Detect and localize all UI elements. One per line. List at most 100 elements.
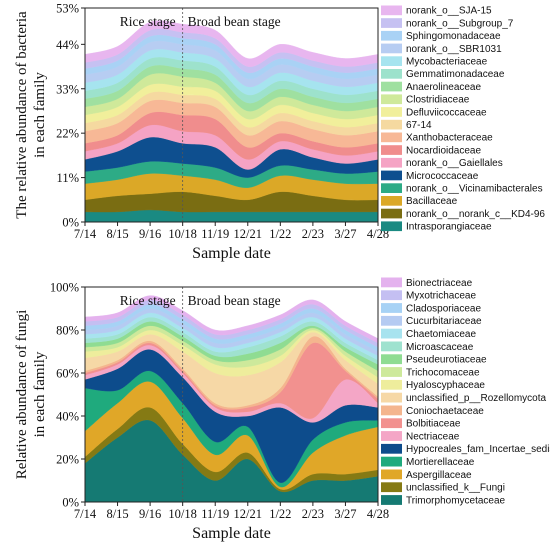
- legend-label: norank_o__norank_c__KD4-96: [406, 209, 545, 220]
- y-axis-label: Relative abundance of fungi in each famil…: [14, 310, 48, 480]
- legend-item: Hypocreales_fam_Incertae_sedis: [381, 443, 550, 455]
- legend-swatch: [381, 482, 402, 493]
- chart-panel-2: Rice stage Broad bean stage 0% 20% 40% 60% 80%…: [14, 277, 550, 542]
- legend-item: Aspergillaceae: [381, 469, 472, 481]
- legend-item: Cladosporiaceae: [381, 303, 481, 314]
- y-tick-label: 40%: [56, 410, 79, 424]
- legend-swatch: [381, 405, 402, 416]
- axes-frame: [84, 286, 379, 503]
- legend-label: norank_o__SBR1031: [406, 44, 502, 55]
- legend-item: Nocardioidaceae: [381, 145, 481, 156]
- x-tick-label: 12/21: [234, 227, 262, 241]
- legend-item: norank_o__SJA-15: [381, 5, 492, 17]
- legend-label: Nocardioidaceae: [406, 145, 481, 156]
- legend-swatch: [381, 183, 402, 193]
- legend-label: Gemmatimonadaceae: [406, 69, 505, 80]
- legend-swatch: [381, 303, 402, 313]
- legend-label: Anaerolineaceae: [406, 82, 481, 93]
- legend-swatch: [381, 328, 402, 339]
- legend-swatch: [381, 392, 402, 403]
- x-tick-label: 1/22: [269, 507, 291, 521]
- x-tick-label: 12/21: [234, 507, 262, 521]
- legend-item: Trimorphomycetaceae: [381, 495, 506, 506]
- legend-label: Cucurbitariaceae: [406, 316, 482, 327]
- legend-swatch: [381, 469, 402, 480]
- legend-label: Pseudeurotiaceae: [406, 355, 487, 366]
- y-tick-label: 20%: [56, 453, 79, 467]
- chart-panel-1: Rice stage Broad bean stage 0% 11% 22% 33% 44%…: [14, 2, 545, 263]
- legend-item: Bionectriaceae: [381, 277, 473, 289]
- legend-item: Bacillaceae: [381, 196, 458, 207]
- legend-swatch: [381, 221, 402, 232]
- legend-item: Mortierellaceae: [381, 456, 475, 468]
- legend-swatch: [381, 94, 402, 105]
- legend-item: norank_o__Gaiellales: [381, 157, 503, 169]
- legend-item: 67-14: [381, 119, 432, 131]
- x-tick-label: 1/22: [269, 227, 291, 241]
- x-tick-label: 8/15: [106, 507, 128, 521]
- legend-item: Anaerolineaceae: [381, 81, 481, 93]
- y-tick-label: 53%: [56, 2, 79, 16]
- legend-swatch: [381, 495, 402, 505]
- legend-label: Trichocomaceae: [406, 367, 480, 378]
- legend-swatch: [381, 81, 402, 92]
- legend-item: norank_o__norank_c__KD4-96: [381, 208, 545, 220]
- legend-label: Coniochaetaceae: [406, 406, 484, 417]
- stage-label-rice: Rice stage: [120, 14, 176, 29]
- legend-label: norank_o__SJA-15: [406, 6, 492, 17]
- x-tick-label: 3/27: [334, 507, 356, 521]
- y-tick-label: 0%: [62, 216, 79, 230]
- x-tick-label: 10/18: [168, 227, 196, 241]
- legend-item: Microascaceae: [381, 341, 474, 353]
- legend-label: Bionectriaceae: [406, 278, 473, 289]
- legend-label: 67-14: [406, 120, 432, 131]
- legend-swatch: [381, 145, 402, 155]
- x-tick-label: 2/23: [302, 227, 324, 241]
- legend-swatch: [381, 69, 402, 79]
- legend-label: Intrasporangiaceae: [406, 222, 492, 233]
- legend-swatch: [381, 418, 402, 429]
- legend-swatch: [381, 431, 402, 441]
- legend-item: Hyaloscyphaceae: [381, 379, 485, 391]
- x-tick-label: 11/19: [201, 507, 229, 521]
- x-axis-label: Sample date: [192, 525, 271, 542]
- legend-label: Defluviicoccaceae: [406, 107, 487, 118]
- legend-label: Myxotrichaceae: [406, 291, 476, 302]
- y-tick-label: 11%: [57, 171, 79, 185]
- x-tick-label: 8/15: [106, 227, 128, 241]
- legend-label: unclassified_k__Fungi: [406, 483, 505, 494]
- legend-swatch: [381, 443, 402, 454]
- legend-item: Micrococcaceae: [381, 170, 479, 182]
- legend-label: Mortierellaceae: [406, 457, 475, 468]
- legend-item: Xanthobacteraceae: [381, 132, 493, 144]
- legend-item: norank_o__Subgroup_7: [381, 18, 514, 29]
- y-axis-label-line: in each family: [32, 351, 48, 437]
- legend-label: Trimorphomycetaceae: [406, 495, 506, 506]
- legend-label: Bacillaceae: [406, 196, 458, 207]
- legend-swatch: [381, 208, 402, 219]
- legend-item: Gemmatimonadaceae: [381, 69, 505, 80]
- legend-swatch: [381, 379, 402, 390]
- legend-item: Clostridiaceae: [381, 94, 470, 106]
- legend-swatch: [381, 290, 402, 301]
- legend-swatch: [381, 119, 402, 130]
- x-tick-label: 3/27: [334, 227, 356, 241]
- legend-swatch: [381, 315, 402, 326]
- x-tick-label: 9/16: [139, 227, 161, 241]
- y-axis-label-line: Relative abundance of fungi: [14, 310, 30, 480]
- legend-swatch: [381, 56, 402, 66]
- x-tick-label: 7/14: [74, 227, 97, 241]
- legend-label: Sphingomonadaceae: [406, 31, 501, 42]
- y-axis-label: The relative abundance of bacteria in eac…: [14, 11, 48, 219]
- legend-item: Chaetomiaceae: [381, 328, 476, 340]
- legend-swatch: [381, 107, 402, 117]
- legend-label: Hypocreales_fam_Incertae_sedis: [406, 444, 550, 455]
- legend-item: Pseudeurotiaceae: [381, 354, 487, 366]
- y-tick-label: 80%: [56, 324, 79, 338]
- legend-item: unclassified_p__Rozellomycota: [381, 392, 547, 404]
- legend-swatch: [381, 277, 402, 288]
- y-axis-label-line: in each family: [32, 72, 48, 158]
- legend-swatch: [381, 456, 402, 467]
- legend-item: Myxotrichaceae: [381, 290, 476, 302]
